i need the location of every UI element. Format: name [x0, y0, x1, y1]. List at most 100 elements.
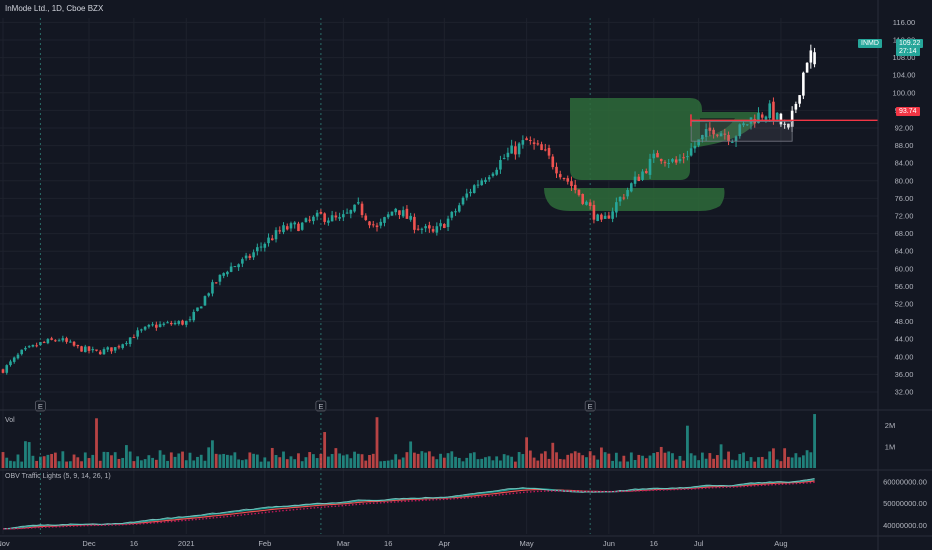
volume-bar[interactable] — [323, 432, 327, 468]
volume-bar[interactable] — [622, 455, 626, 468]
candle[interactable] — [772, 101, 775, 121]
candle[interactable] — [514, 146, 517, 155]
volume-bar[interactable] — [136, 456, 140, 468]
volume-bar[interactable] — [805, 450, 809, 468]
volume-bar[interactable] — [536, 460, 540, 468]
volume-bar[interactable] — [356, 453, 360, 468]
candle[interactable] — [113, 347, 117, 351]
volume-bar[interactable] — [528, 450, 532, 468]
candle[interactable] — [188, 319, 192, 321]
candle[interactable] — [155, 324, 158, 328]
candle[interactable] — [327, 220, 330, 223]
candle[interactable] — [207, 293, 210, 296]
volume-bar[interactable] — [102, 451, 106, 468]
volume-bar[interactable] — [300, 461, 304, 468]
volume-bar[interactable] — [162, 454, 166, 468]
candle[interactable] — [401, 210, 405, 217]
volume-bar[interactable] — [173, 456, 177, 468]
candle[interactable] — [9, 361, 12, 366]
earnings-marker[interactable]: E — [584, 400, 596, 412]
candle[interactable] — [551, 156, 555, 168]
volume-bar[interactable] — [398, 459, 401, 468]
volume-bar[interactable] — [742, 452, 745, 468]
volume-bar[interactable] — [798, 457, 802, 468]
candle[interactable] — [315, 212, 319, 217]
volume-bar[interactable] — [319, 453, 323, 468]
volume-bar[interactable] — [809, 452, 813, 468]
volume-bar[interactable] — [91, 454, 95, 468]
volume-bar[interactable] — [390, 459, 394, 468]
candle[interactable] — [252, 252, 255, 258]
volume-bar[interactable] — [547, 458, 551, 468]
candle[interactable] — [342, 214, 345, 218]
volume-bar[interactable] — [644, 458, 648, 468]
candle[interactable] — [656, 153, 659, 158]
candle[interactable] — [72, 341, 76, 346]
volume-bar[interactable] — [151, 457, 154, 468]
candle[interactable] — [502, 158, 506, 160]
volume-bar[interactable] — [214, 453, 218, 468]
volume-bar[interactable] — [5, 457, 9, 468]
volume-bar[interactable] — [641, 455, 644, 468]
volume-bar[interactable] — [566, 454, 570, 468]
candle[interactable] — [558, 174, 562, 178]
candle[interactable] — [742, 123, 745, 126]
candle[interactable] — [259, 246, 263, 248]
candle[interactable] — [555, 166, 558, 174]
volume-bar[interactable] — [282, 451, 285, 468]
volume-bar[interactable] — [730, 459, 734, 468]
volume-bar[interactable] — [787, 456, 790, 468]
volume-bar[interactable] — [700, 452, 704, 468]
candle[interactable] — [663, 162, 667, 164]
candle[interactable] — [293, 222, 297, 225]
volume-bar[interactable] — [338, 453, 341, 468]
candle[interactable] — [659, 158, 663, 162]
price-range-box[interactable] — [690, 121, 793, 142]
candle[interactable] — [237, 264, 240, 268]
candle[interactable] — [461, 197, 465, 205]
volume-bar[interactable] — [596, 459, 600, 468]
candle[interactable] — [5, 365, 9, 373]
candle[interactable] — [600, 214, 603, 220]
volume-bar[interactable] — [121, 457, 125, 468]
candle[interactable] — [615, 202, 618, 213]
volume-bar[interactable] — [181, 451, 184, 468]
volume-bar[interactable] — [783, 448, 787, 468]
volume-bar[interactable] — [618, 461, 622, 468]
volume-bar[interactable] — [125, 445, 128, 468]
volume-bar[interactable] — [442, 457, 446, 468]
volume-bar[interactable] — [76, 457, 80, 468]
candle[interactable] — [435, 226, 439, 233]
candle[interactable] — [686, 156, 689, 158]
candle[interactable] — [790, 110, 794, 127]
volume-bar[interactable] — [772, 448, 775, 468]
candle[interactable] — [439, 223, 442, 227]
volume-bar[interactable] — [184, 460, 188, 468]
candle[interactable] — [102, 349, 106, 355]
volume-bar[interactable] — [203, 460, 207, 468]
volume-bar[interactable] — [656, 452, 659, 468]
volume-bar[interactable] — [719, 444, 723, 468]
candle[interactable] — [637, 176, 641, 182]
candle[interactable] — [607, 215, 611, 219]
candle[interactable] — [162, 323, 166, 325]
candle[interactable] — [383, 217, 386, 223]
obv-axis[interactable]: 40000000.00 50000000.00 60000000.00 — [883, 477, 927, 530]
candle[interactable] — [398, 210, 401, 215]
volume-bar[interactable] — [401, 457, 405, 468]
volume-bar[interactable] — [139, 460, 143, 468]
volume-bar[interactable] — [285, 459, 289, 468]
candle[interactable] — [491, 173, 495, 176]
volume-bar[interactable] — [188, 452, 192, 468]
volume-bar[interactable] — [487, 456, 491, 468]
candle[interactable] — [39, 342, 42, 346]
candle[interactable] — [132, 337, 136, 339]
volume-bar[interactable] — [386, 460, 390, 468]
candle[interactable] — [360, 203, 364, 215]
volume-bar[interactable] — [457, 457, 461, 468]
candle[interactable] — [357, 202, 360, 204]
volume-bar[interactable] — [98, 460, 102, 468]
volume-bar[interactable] — [779, 461, 783, 468]
